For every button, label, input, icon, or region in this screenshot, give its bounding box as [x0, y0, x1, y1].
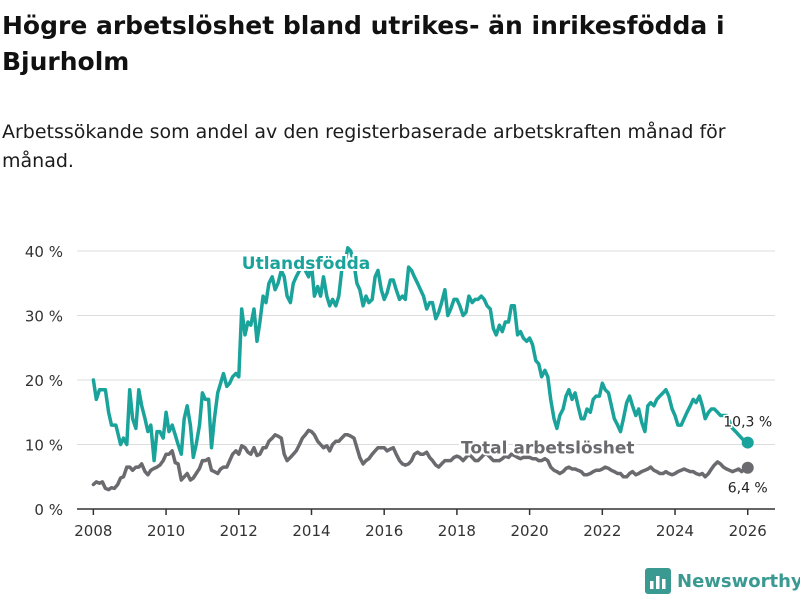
series-label-utlandsfodda: Utlandsfödda	[242, 254, 371, 274]
series-line-utlandsfodda	[91, 246, 750, 463]
brand-name: Newsworthy	[677, 570, 800, 592]
y-axis-ticks: 0 % 10 % 20 % 30 % 40 %	[25, 243, 63, 519]
grid-lines	[77, 250, 775, 445]
y-tick-label: 10 %	[25, 437, 63, 455]
line-chart: 0 % 10 % 20 % 30 % 40 % 2008 2010 2012 2014 2016…	[25, 243, 775, 540]
y-tick-label: 40 %	[25, 243, 63, 261]
end-label-utlandsfodda: 10,3 %	[723, 415, 772, 431]
series-label-total: Total arbetslöshet	[461, 439, 635, 459]
series-labels: Utlandsfödda Total arbetslöshet 10,3 % 6,4 …	[240, 252, 774, 498]
end-point-utlandsfodda	[741, 436, 754, 449]
x-tick-label: 2012	[220, 522, 258, 540]
end-point-total	[741, 461, 754, 474]
end-label-total: 6,4 %	[728, 481, 768, 497]
y-tick-label: 20 %	[25, 372, 63, 390]
series-line-total	[91, 428, 750, 492]
y-tick-label: 30 %	[25, 308, 63, 326]
x-tick-label: 2010	[147, 522, 185, 540]
newsworthy-brand: Newsworthy	[645, 568, 800, 594]
x-tick-label: 2024	[656, 522, 694, 540]
x-axis-ticks: 2008 2010 2012 2014 2016 2018 2020 2022 2024 2026	[74, 509, 767, 540]
newsworthy-logo-icon	[645, 568, 671, 594]
chart-subtitle: Arbetssökande som andel av den registerb…	[2, 121, 726, 172]
x-tick-label: 2022	[583, 522, 621, 540]
chart-title: Högre arbetslöshet bland utrikes- än inr…	[2, 11, 725, 76]
y-tick-label: 0 %	[34, 501, 63, 519]
x-tick-label: 2018	[438, 522, 476, 540]
x-tick-label: 2026	[729, 522, 767, 540]
x-tick-label: 2020	[511, 522, 549, 540]
x-tick-label: 2008	[74, 522, 112, 540]
x-tick-label: 2016	[365, 522, 403, 540]
x-tick-label: 2014	[292, 522, 330, 540]
series-lines	[91, 246, 754, 492]
